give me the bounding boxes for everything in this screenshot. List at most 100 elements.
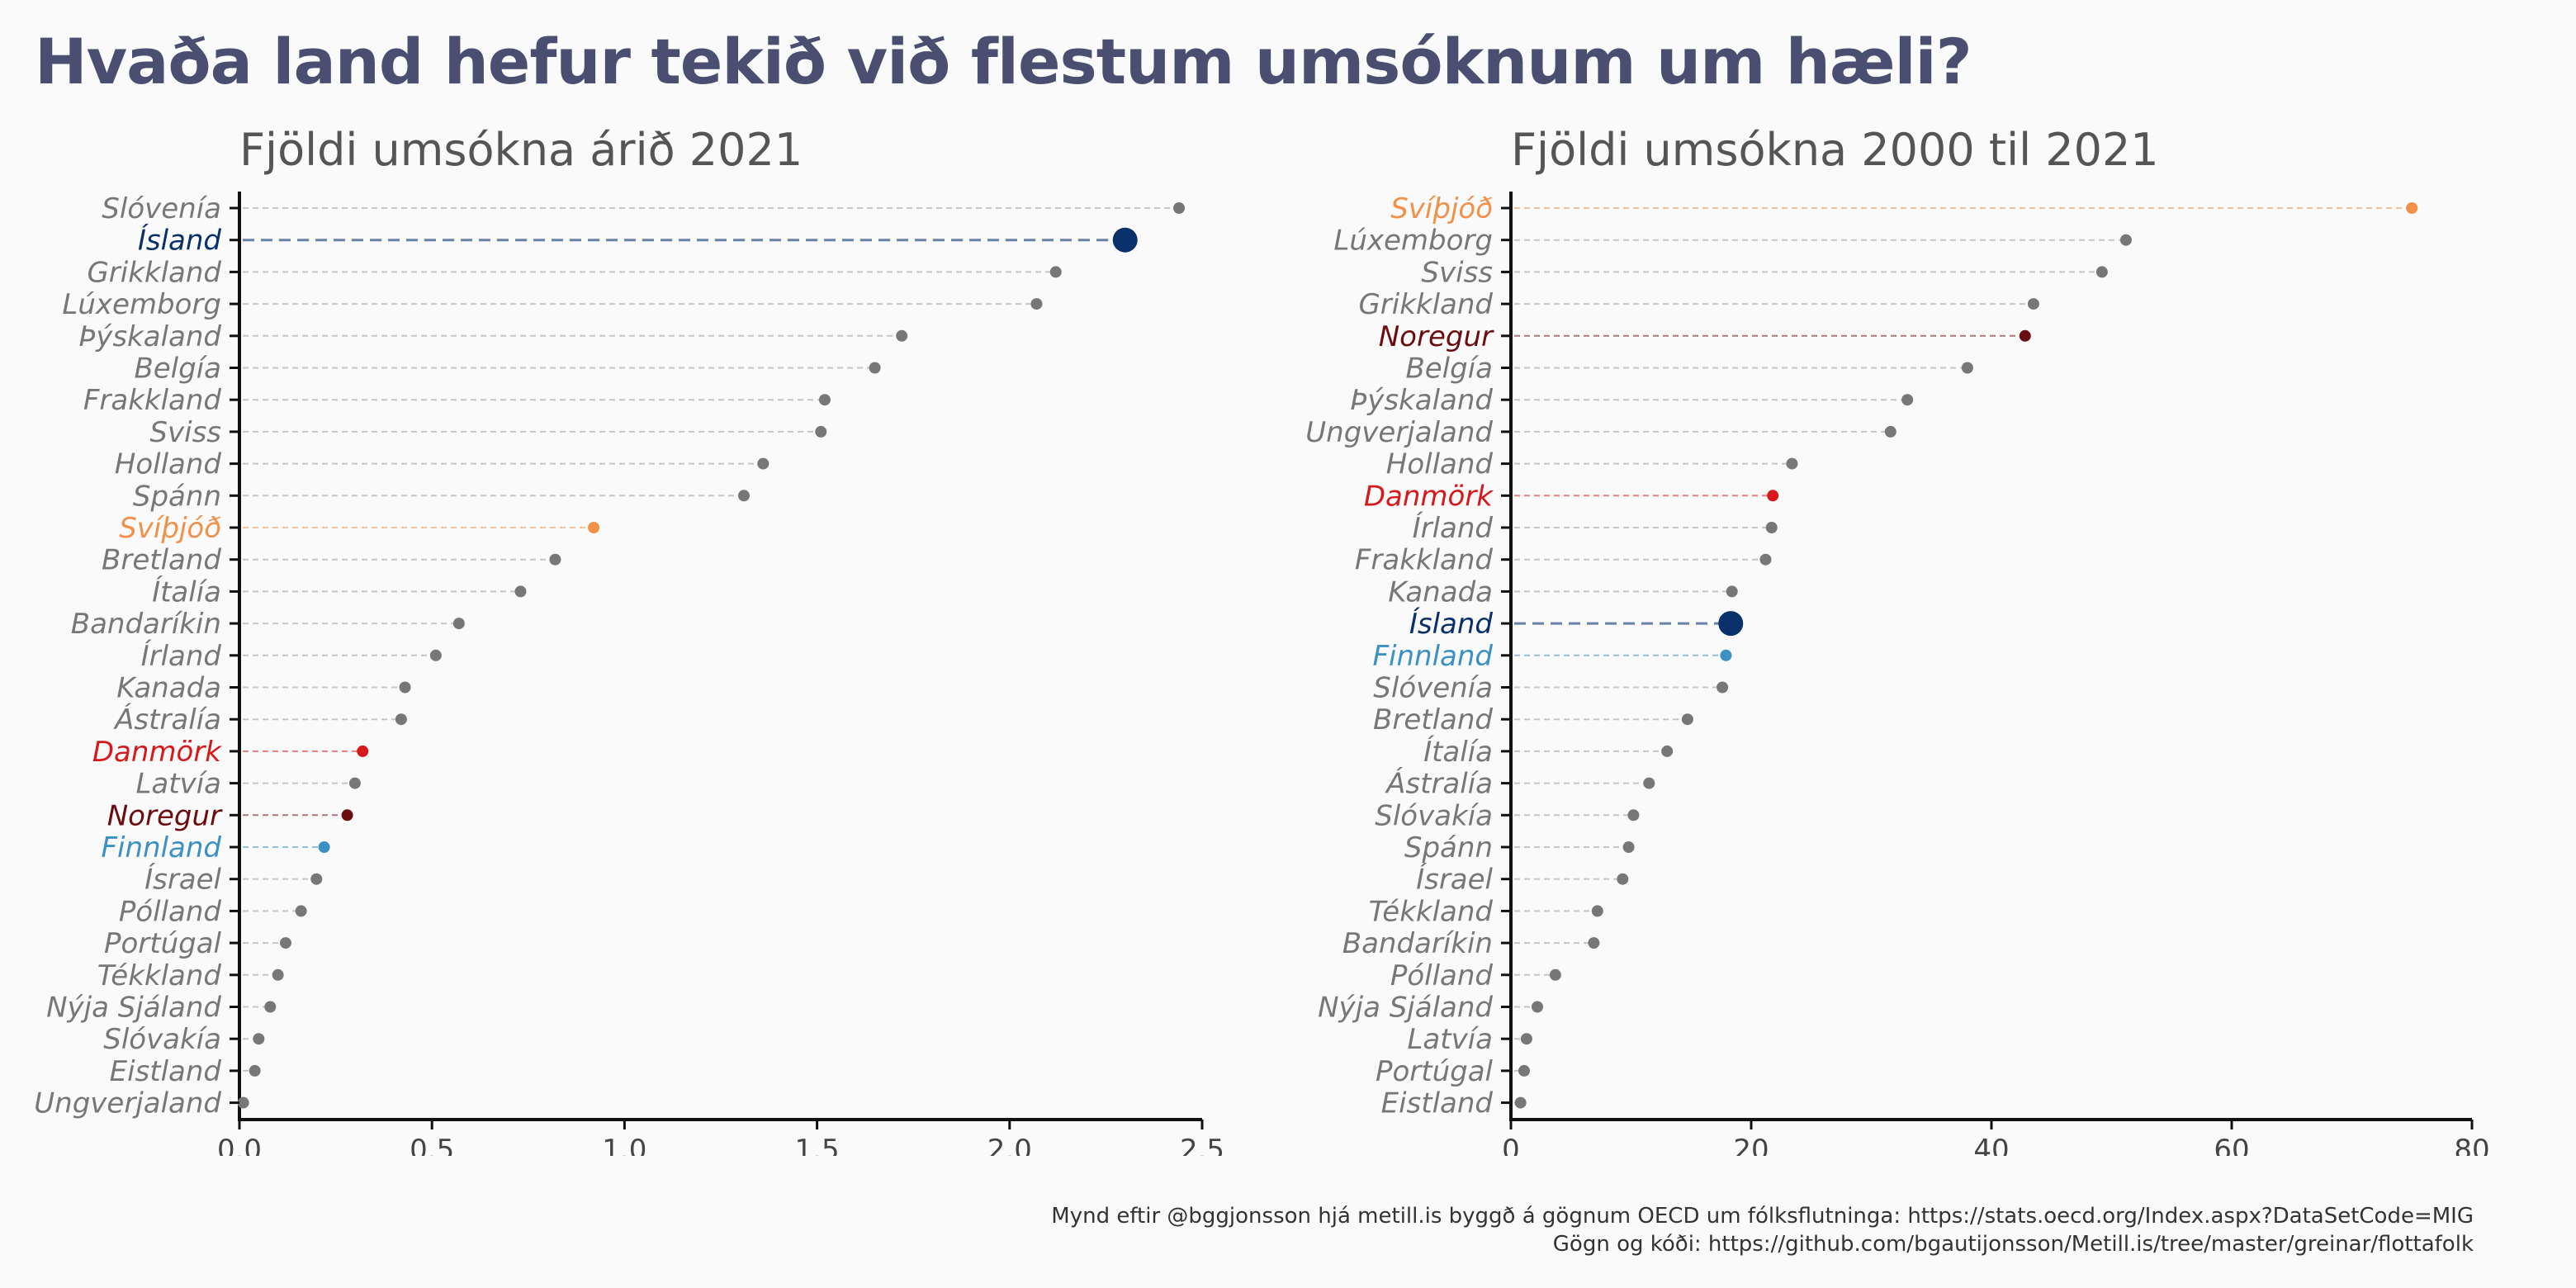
y-tick-label: Ísrael xyxy=(144,863,221,897)
data-point-Ítalía xyxy=(514,585,527,598)
y-tick-label: Ítalía xyxy=(1423,735,1493,769)
y-tick-label: Lúxemborg xyxy=(62,288,221,321)
y-tick-label: Ísland xyxy=(138,224,222,258)
x-tick-label: 0 xyxy=(1502,1134,1520,1156)
data-point-Belgía xyxy=(1961,362,1973,374)
data-point-Nýja Sjáland xyxy=(264,1001,277,1013)
y-tick-label: Kanada xyxy=(116,672,221,705)
y-tick-label: Svíþjóð xyxy=(119,512,221,545)
y-tick-label: Noregur xyxy=(107,799,223,832)
data-point-Ungverjaland xyxy=(237,1096,249,1109)
data-point-Spánn xyxy=(737,490,750,502)
y-tick-label: Írland xyxy=(141,639,222,673)
y-tick-label: Portúgal xyxy=(1376,1055,1494,1088)
code-caption: Gögn og kóði: https://github.com/bgautij… xyxy=(1552,1232,2474,1257)
data-point-Ísrael xyxy=(1617,873,1629,885)
data-point-Bandaríkin xyxy=(452,618,465,630)
charts-svg: Fjöldi umsókna árið 2021 0.0 0.5 1.0 1.5 2.0 2… xyxy=(34,124,2489,1156)
data-point-Þýskaland xyxy=(896,329,908,342)
data-point-Írland xyxy=(1765,522,1778,533)
y-tick-label: Portúgal xyxy=(104,927,222,960)
data-point-Danmörk xyxy=(1767,490,1779,502)
y-tick-label: Belgía xyxy=(1405,353,1493,386)
data-point-Kanada xyxy=(399,681,411,694)
y-tick-label: Eistland xyxy=(1381,1087,1494,1120)
data-point-Sviss xyxy=(815,425,827,438)
y-tick-label: Svíþjóð xyxy=(1390,192,1493,225)
y-tick-label: Finnland xyxy=(101,831,221,864)
data-point-Danmörk xyxy=(357,745,369,757)
y-tick-label: Grikkland xyxy=(87,256,221,289)
data-point-Lúxemborg xyxy=(1030,298,1043,310)
y-tick-label: Grikkland xyxy=(1358,288,1493,321)
x-tick-label: 80 xyxy=(2454,1134,2489,1156)
data-point-Ísrael xyxy=(310,873,323,885)
y-tick-label: Sviss xyxy=(1421,256,1493,289)
y-tick-label: Eistland xyxy=(110,1055,222,1088)
data-point-Latvía xyxy=(348,777,361,789)
y-tick-label: Bandaríkin xyxy=(1342,927,1493,960)
y-tick-label: Ísland xyxy=(1409,607,1494,641)
data-point-Bretland xyxy=(1681,713,1693,726)
data-point-Írland xyxy=(429,649,442,661)
data-point-Kanada xyxy=(1726,585,1738,598)
y-tick-label: Spánn xyxy=(1404,831,1493,864)
y-tick-label: Ungverjaland xyxy=(1305,416,1493,449)
y-tick-label: Slóvakía xyxy=(103,1023,221,1056)
x-tick-label: 60 xyxy=(2214,1134,2249,1156)
data-point-Slóvenía xyxy=(1173,202,1186,214)
data-point-Frakkland xyxy=(1759,553,1772,566)
y-tick-label: Bandaríkin xyxy=(71,608,221,641)
data-point-Ástralía xyxy=(395,713,407,726)
y-tick-label: Frakkland xyxy=(1355,544,1494,577)
data-point-Ítalía xyxy=(1661,745,1674,757)
data-point-Pólland xyxy=(295,905,307,917)
data-point-Grikkland xyxy=(1049,266,1062,278)
y-tick-label: Frakkland xyxy=(83,384,222,417)
x-tick-label: 40 xyxy=(1973,1134,2009,1156)
y-tick-label: Belgía xyxy=(134,353,221,386)
x-tick-label: 20 xyxy=(1733,1134,1769,1156)
y-tick-label: Tékkland xyxy=(97,959,222,992)
y-tick-label: Finnland xyxy=(1372,640,1493,673)
x-tick-label: 0.5 xyxy=(410,1134,454,1156)
y-tick-label: Holland xyxy=(1386,448,1494,481)
y-tick-label: Ástralía xyxy=(113,703,221,736)
data-point-Slóvenía xyxy=(1717,681,1729,694)
data-point-Þýskaland xyxy=(1901,394,1914,406)
data-point-Grikkland xyxy=(2027,298,2039,310)
y-tick-label: Danmörk xyxy=(92,736,222,769)
data-point-Sviss xyxy=(2095,266,2108,278)
y-tick-label: Slóvenía xyxy=(102,192,221,225)
y-tick-label: Spánn xyxy=(133,480,221,513)
y-tick-label: Lúxemborg xyxy=(1333,225,1493,258)
data-point-Ísland xyxy=(1718,611,1744,637)
data-point-Tékkland xyxy=(1591,905,1603,917)
x-tick-label: 0.0 xyxy=(217,1134,262,1156)
y-tick-label: Latvía xyxy=(135,768,221,801)
data-point-Holland xyxy=(757,457,769,470)
data-point-Slóvakía xyxy=(1627,809,1640,822)
y-tick-label: Ungverjaland xyxy=(34,1087,221,1120)
y-tick-label: Slóvakía xyxy=(1375,799,1493,832)
y-tick-label: Danmörk xyxy=(1364,480,1494,513)
y-tick-label: Ísrael xyxy=(1416,863,1493,897)
data-point-Eistland xyxy=(1514,1096,1527,1109)
data-point-Portúgal xyxy=(279,937,291,949)
x-tick-label: 2.5 xyxy=(1180,1134,1224,1156)
y-tick-label: Noregur xyxy=(1379,320,1494,353)
chart-title-1: Fjöldi umsókna árið 2021 xyxy=(239,124,803,176)
y-tick-label: Pólland xyxy=(1390,959,1494,992)
x-tick-label: 1.5 xyxy=(795,1134,840,1156)
data-point-Portúgal xyxy=(1518,1064,1531,1077)
source-caption: Mynd eftir @bggjonsson hjá metill.is byg… xyxy=(1051,1204,2474,1229)
data-point-Finnland xyxy=(1720,649,1732,661)
data-point-Svíþjóð xyxy=(588,522,600,533)
y-tick-label: Þýskaland xyxy=(79,320,222,353)
y-tick-label: Slóvenía xyxy=(1373,672,1493,705)
y-tick-label: Írland xyxy=(1413,511,1494,545)
data-point-Lúxemborg xyxy=(2119,234,2132,246)
data-point-Ísland xyxy=(1112,227,1138,253)
y-tick-label: Ítalía xyxy=(152,575,221,608)
data-point-Noregur xyxy=(2019,329,2031,342)
